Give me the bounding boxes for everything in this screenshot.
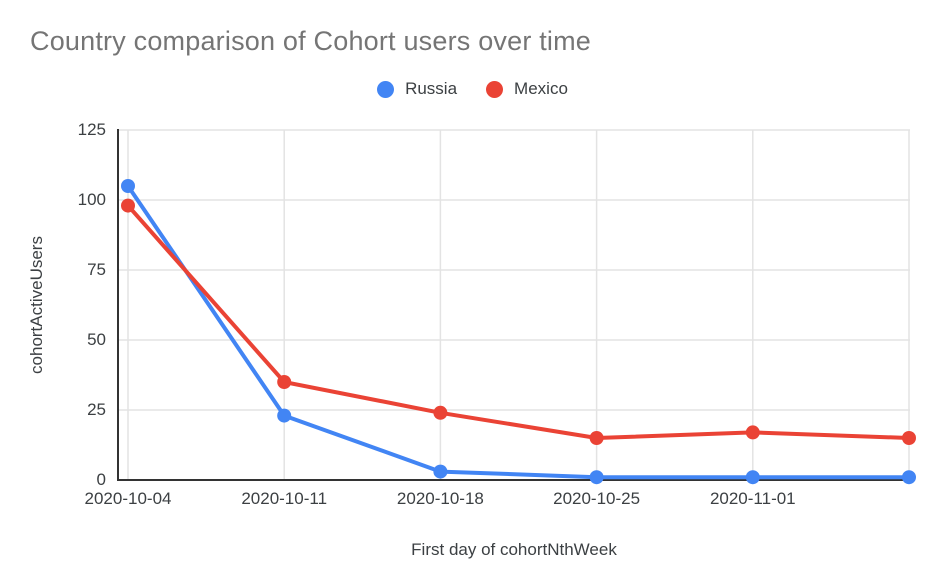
chart-legend: Russia Mexico (0, 79, 945, 99)
y-tick-label: 125 (77, 120, 106, 139)
x-tick-label: 2020-11-01 (709, 489, 796, 508)
data-point-russia-5 (902, 470, 916, 485)
x-axis-title: First day of cohortNthWeek (411, 540, 617, 559)
x-tick-label: 2020-10-25 (553, 489, 641, 508)
x-tick-label: 2020-10-11 (241, 489, 328, 508)
legend-swatch-icon-mexico (486, 80, 504, 98)
data-point-mexico-3 (589, 431, 604, 445)
y-tick-label: 100 (77, 190, 106, 209)
data-point-mexico-5 (902, 431, 916, 445)
y-axis-title: cohortActiveUsers (27, 236, 46, 374)
legend-item-mexico: Mexico (486, 79, 568, 99)
series-line-mexico (126, 203, 911, 440)
y-tick-label: 75 (87, 260, 106, 279)
data-point-russia-0 (121, 179, 135, 193)
data-point-russia-3 (589, 470, 604, 485)
series-line-russia (126, 184, 911, 480)
data-point-russia-2 (433, 464, 448, 479)
x-tick-label: 2020-10-04 (84, 489, 172, 508)
y-tick-label: 25 (87, 400, 106, 419)
data-point-mexico-4 (745, 425, 760, 440)
y-tick-label: 0 (96, 470, 106, 489)
chart-title: Country comparison of Cohort users over … (30, 26, 592, 56)
y-tick-label: 50 (87, 330, 106, 349)
data-point-mexico-1 (277, 375, 292, 389)
data-point-mexico-2 (433, 405, 448, 420)
x-tick-label: 2020-10-18 (396, 489, 484, 508)
data-point-mexico-0 (121, 198, 135, 213)
data-point-russia-4 (745, 470, 760, 485)
legend-item-russia: Russia (377, 79, 457, 99)
data-point-russia-1 (277, 408, 292, 423)
legend-swatch-icon-russia (377, 80, 395, 98)
legend-label-russia: Russia (405, 79, 458, 98)
legend-label-mexico: Mexico (514, 79, 568, 98)
